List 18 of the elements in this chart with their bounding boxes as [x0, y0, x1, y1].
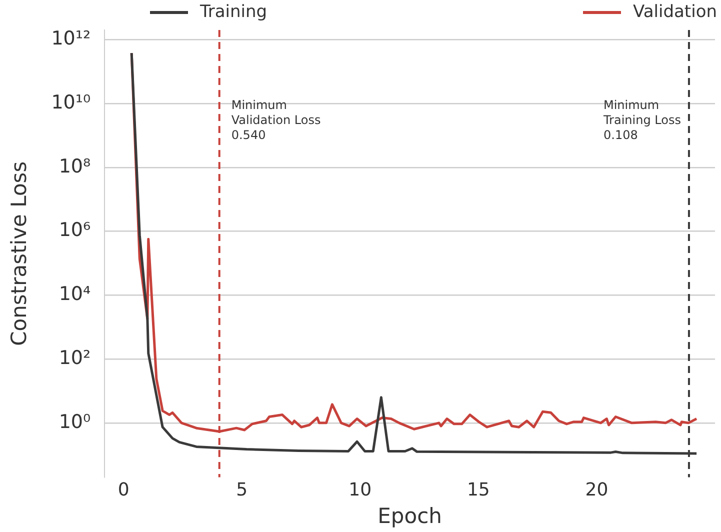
legend-label: Validation	[633, 2, 717, 22]
x-tick-label: 5	[236, 480, 248, 501]
y-tick-label: 10¹⁰	[51, 91, 91, 114]
y-tick-label: 10⁰	[58, 410, 91, 433]
x-axis-title: Epoch	[378, 504, 442, 528]
ref-line-label: Minimum Validation Loss 0.540	[231, 98, 321, 142]
y-tick-label: 10⁶	[58, 219, 91, 242]
x-tick-label: 15	[466, 480, 490, 501]
y-tick-label: 10⁴	[58, 283, 91, 306]
y-tick-label: 10¹²	[51, 28, 91, 50]
legend-label: Training	[200, 2, 268, 22]
ref-line-label: Minimum Training Loss 0.108	[602, 98, 681, 142]
x-tick-label: 20	[585, 480, 608, 501]
x-tick-label: 0	[118, 480, 130, 501]
y-axis-title: Constrastive Loss	[7, 161, 32, 346]
y-tick-label: 10⁸	[58, 155, 91, 178]
x-tick-label: 10	[348, 480, 372, 501]
y-tick-label: 10²	[58, 346, 91, 369]
